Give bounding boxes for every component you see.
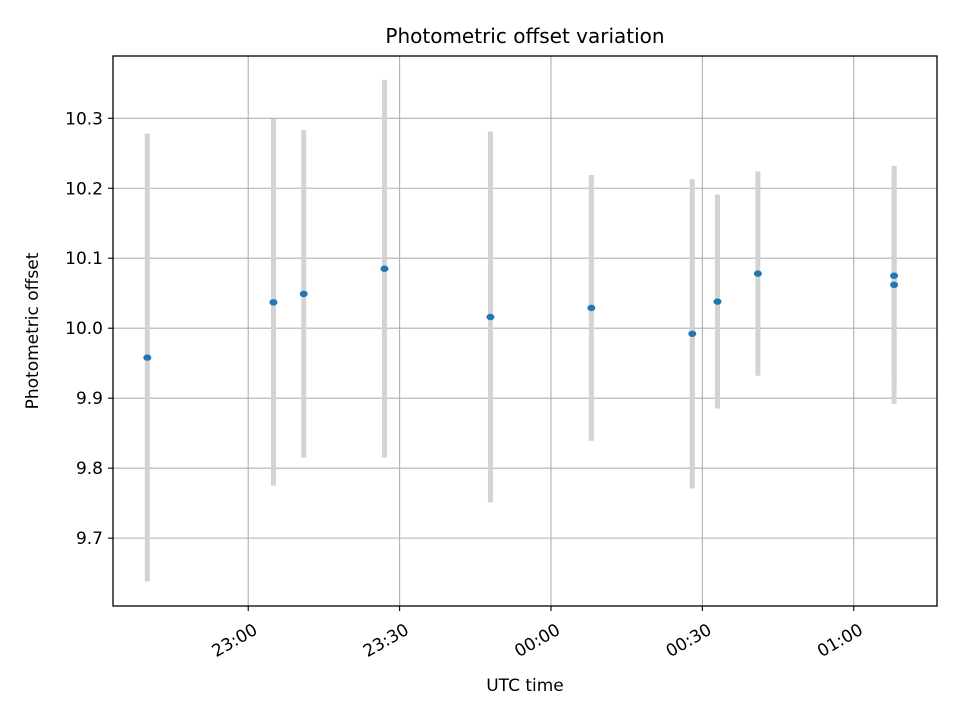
grid <box>113 56 937 606</box>
x-axis-label: UTC time <box>486 676 564 696</box>
y-tick-label: 10.1 <box>65 249 103 269</box>
data-point <box>890 272 899 279</box>
data-point <box>890 281 899 289</box>
y-axis-ticks: 9.7 9.8 9.9 10.0 10.1 10.2 10.3 <box>65 109 113 549</box>
chart-title: Photometric offset variation <box>385 24 664 48</box>
plot-area-frame <box>112 55 938 607</box>
y-tick-label: 10.2 <box>65 179 103 199</box>
data-point <box>299 290 308 298</box>
y-axis-label: Photometric offset <box>23 252 43 409</box>
data-point <box>587 304 596 312</box>
data-point <box>688 330 697 337</box>
y-tick-label: 10.3 <box>65 109 103 129</box>
data-point <box>143 354 152 361</box>
data-point <box>486 313 495 321</box>
y-tick-label: 9.8 <box>76 459 103 479</box>
y-tick-label: 10.0 <box>65 319 103 339</box>
data-points <box>143 265 899 361</box>
data-point <box>753 270 762 277</box>
data-point <box>380 265 389 272</box>
y-tick-label: 9.9 <box>76 389 103 409</box>
data-point <box>269 299 278 306</box>
y-tick-label: 9.7 <box>76 529 103 549</box>
data-point <box>713 298 722 305</box>
